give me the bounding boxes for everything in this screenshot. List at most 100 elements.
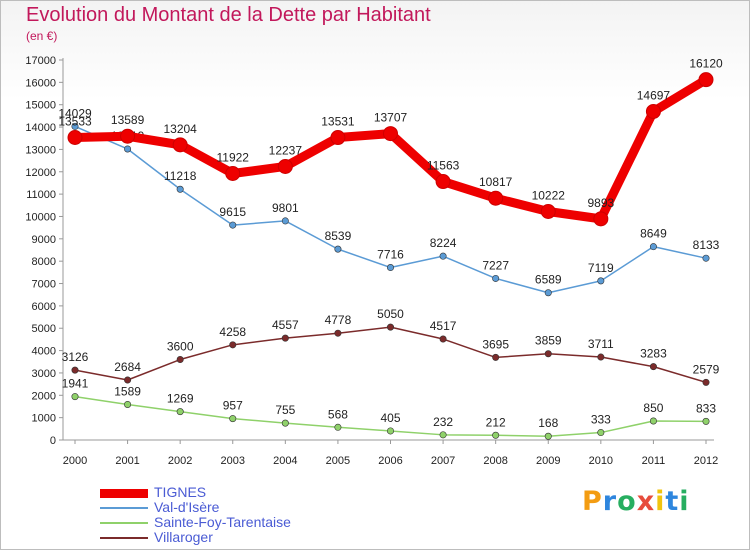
y-tick-label: 9000 bbox=[32, 234, 56, 246]
series-val-d-is-re-point bbox=[176, 185, 184, 193]
series-tignes-data-label: 10817 bbox=[479, 175, 513, 189]
proxiti-logo: Proxiti bbox=[582, 486, 690, 517]
series-sainte-foy-tarentaise-point bbox=[649, 417, 657, 425]
series-villaroger-point bbox=[649, 363, 657, 371]
x-tick-label: 2006 bbox=[378, 455, 402, 467]
x-tick-label: 2005 bbox=[326, 455, 350, 467]
series-sainte-foy-tarentaise-data-label: 212 bbox=[486, 415, 506, 429]
series-tignes-point bbox=[330, 130, 346, 146]
series-villaroger-data-label: 3600 bbox=[167, 340, 194, 354]
series-val-d-is-re-point bbox=[702, 254, 710, 262]
y-tick-label: 1000 bbox=[32, 413, 56, 425]
series-tignes-data-label: 13589 bbox=[111, 113, 145, 127]
x-tick-label: 2003 bbox=[221, 455, 245, 467]
series-villaroger-point bbox=[544, 350, 552, 358]
series-villaroger-point bbox=[597, 353, 605, 361]
series-villaroger-point bbox=[124, 376, 132, 384]
series-villaroger-line bbox=[74, 326, 707, 384]
series-sainte-foy-tarentaise-point bbox=[124, 400, 132, 408]
logo-letter: P bbox=[582, 486, 603, 517]
series-tignes-point bbox=[277, 158, 293, 174]
series-villaroger-data-label: 3859 bbox=[535, 334, 562, 348]
series-villaroger-point bbox=[281, 334, 289, 342]
series-val-d-is-re-data-label: 7119 bbox=[588, 261, 614, 275]
series-val-d-is-re-point bbox=[649, 243, 657, 251]
series-sainte-foy-tarentaise-point bbox=[386, 427, 394, 435]
series-sainte-foy-tarentaise-data-label: 755 bbox=[275, 403, 295, 417]
series-sainte-foy-tarentaise-data-label: 168 bbox=[538, 416, 558, 430]
y-tick-label: 7000 bbox=[32, 279, 56, 291]
series-villaroger-data-label: 5050 bbox=[377, 307, 404, 321]
series-tignes-point bbox=[698, 72, 714, 88]
series-tignes-point bbox=[593, 211, 609, 227]
series-val-d-is-re-data-label: 8133 bbox=[693, 238, 720, 252]
series-tignes-data-label: 13204 bbox=[163, 122, 197, 136]
legend-item-villaroger: Villaroger bbox=[100, 529, 213, 545]
series-villaroger-data-label: 4778 bbox=[325, 313, 352, 327]
logo-letter: r bbox=[602, 486, 618, 517]
series-tignes-point bbox=[488, 190, 504, 206]
series-sainte-foy-tarentaise-point bbox=[71, 393, 79, 401]
logo-letter: i bbox=[679, 486, 690, 517]
y-tick-label: 5000 bbox=[32, 323, 56, 335]
series-sainte-foy-tarentaise-data-label: 957 bbox=[223, 399, 243, 413]
y-tick-label: 12000 bbox=[25, 167, 56, 179]
series-val-d-is-re-data-label: 9615 bbox=[219, 205, 246, 219]
series-sainte-foy-tarentaise-point bbox=[439, 431, 447, 439]
series-villaroger-point bbox=[386, 323, 394, 331]
series-sainte-foy-tarentaise-data-label: 405 bbox=[380, 411, 400, 425]
series-sainte-foy-tarentaise-point bbox=[281, 419, 289, 427]
y-tick-label: 0 bbox=[50, 435, 56, 447]
series-sainte-foy-tarentaise-point bbox=[702, 417, 710, 425]
series-villaroger-data-label: 3711 bbox=[588, 337, 614, 351]
series-tignes-data-label: 13531 bbox=[321, 115, 355, 129]
x-tick-label: 2011 bbox=[642, 455, 666, 467]
x-tick-label: 2012 bbox=[694, 455, 718, 467]
x-tick-label: 2010 bbox=[589, 455, 613, 467]
series-sainte-foy-tarentaise-data-label: 1269 bbox=[167, 392, 194, 406]
series-val-d-is-re-point bbox=[544, 289, 552, 297]
legend-item-val-disere: Val-d'Isère bbox=[100, 499, 219, 515]
series-villaroger-point bbox=[176, 356, 184, 364]
series-villaroger-data-label: 4517 bbox=[430, 319, 457, 333]
y-tick-label: 13000 bbox=[25, 144, 56, 156]
series-villaroger-data-label: 3283 bbox=[640, 347, 667, 361]
series-val-d-is-re-point bbox=[597, 277, 605, 285]
series-val-d-is-re-data-label: 11218 bbox=[164, 169, 197, 183]
series-tignes-data-label: 13707 bbox=[374, 111, 408, 125]
legend-item-tignes: TIGNES bbox=[100, 484, 206, 500]
series-sainte-foy-tarentaise-point bbox=[229, 415, 237, 423]
series-villaroger-data-label: 2684 bbox=[114, 360, 141, 374]
series-villaroger-point bbox=[492, 353, 500, 361]
series-sainte-foy-tarentaise-point bbox=[334, 423, 342, 431]
y-tick-label: 2000 bbox=[32, 390, 56, 402]
x-tick-label: 2000 bbox=[63, 455, 87, 467]
legend-label-villaroger: Villaroger bbox=[154, 529, 213, 545]
series-tignes-data-label: 14697 bbox=[637, 88, 671, 102]
legend-label-val-disere: Val-d'Isère bbox=[154, 499, 220, 515]
x-tick-label: 2007 bbox=[431, 455, 455, 467]
series-val-d-is-re-point bbox=[71, 122, 79, 130]
series-villaroger-data-label: 2579 bbox=[693, 362, 720, 376]
legend-swatch-val-disere bbox=[100, 507, 148, 510]
series-tignes-data-label: 13533 bbox=[58, 114, 92, 128]
series-sainte-foy-tarentaise-data-label: 850 bbox=[643, 401, 663, 415]
series-val-d-is-re-point bbox=[124, 145, 132, 153]
series-val-d-is-re-data-label: 7716 bbox=[377, 248, 404, 262]
series-val-d-is-re-data-label: 8649 bbox=[640, 227, 667, 241]
series-sainte-foy-tarentaise-data-label: 1941 bbox=[62, 377, 89, 391]
series-val-d-is-re-point bbox=[229, 221, 237, 229]
series-val-d-is-re-point bbox=[386, 264, 394, 272]
series-sainte-foy-tarentaise-data-label: 568 bbox=[328, 407, 348, 421]
x-tick-label: 2008 bbox=[483, 455, 507, 467]
series-sainte-foy-tarentaise-data-label: 232 bbox=[433, 415, 453, 429]
series-villaroger-point bbox=[229, 341, 237, 349]
y-tick-label: 4000 bbox=[32, 346, 56, 358]
series-tignes-point bbox=[120, 128, 136, 144]
y-tick-label: 14000 bbox=[25, 122, 56, 134]
legend-label-sainte-foy: Sainte-Foy-Tarentaise bbox=[154, 514, 291, 530]
series-tignes-data-label: 9893 bbox=[587, 196, 614, 210]
x-tick-label: 2009 bbox=[536, 455, 560, 467]
